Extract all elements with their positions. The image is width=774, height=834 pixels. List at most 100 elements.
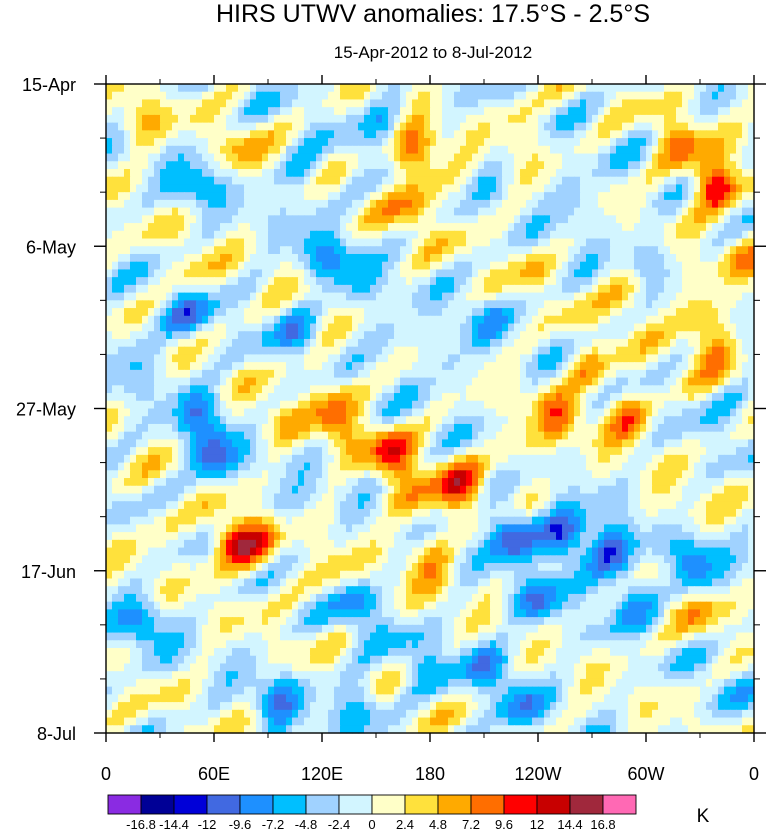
- heatmap-cell: [130, 354, 137, 363]
- heatmap-cell: [502, 253, 509, 263]
- heatmap-cell: [280, 308, 287, 317]
- heatmap-cell: [190, 161, 197, 170]
- heatmap-cell: [526, 246, 533, 255]
- heatmap-cell: [280, 145, 287, 155]
- heatmap-cell: [166, 354, 173, 363]
- heatmap-cell: [628, 230, 635, 240]
- heatmap-cell: [280, 385, 287, 394]
- heatmap-cell: [124, 369, 131, 379]
- heatmap-cell: [466, 130, 473, 139]
- heatmap-cell: [712, 91, 719, 101]
- heatmap-cell: [574, 261, 581, 271]
- heatmap-cell: [352, 215, 359, 224]
- heatmap-cell: [382, 308, 389, 317]
- heatmap-cell: [190, 400, 197, 410]
- heatmap-cell: [580, 161, 587, 170]
- heatmap-cell: [424, 277, 431, 286]
- heatmap-cell: [490, 346, 497, 356]
- heatmap-cell: [328, 184, 335, 193]
- heatmap-cell: [220, 153, 227, 162]
- heatmap-cell: [586, 199, 593, 209]
- heatmap-cell: [610, 331, 617, 340]
- heatmap-cell: [298, 300, 305, 309]
- heatmap-cell: [298, 362, 305, 371]
- heatmap-cell: [268, 277, 275, 286]
- heatmap-cell: [490, 184, 497, 193]
- heatmap-cell: [244, 331, 251, 340]
- heatmap-cell: [214, 323, 221, 332]
- heatmap-cell: [520, 377, 527, 386]
- heatmap-cell: [454, 253, 461, 263]
- heatmap-cell: [502, 215, 509, 224]
- heatmap-cell: [124, 192, 131, 201]
- heatmap-cell: [616, 246, 623, 255]
- heatmap-cell: [382, 114, 389, 124]
- heatmap-cell: [382, 91, 389, 101]
- heatmap-cell: [394, 362, 401, 371]
- heatmap-cell: [538, 122, 545, 131]
- heatmap-cell: [388, 269, 395, 278]
- heatmap-cell: [382, 423, 389, 433]
- heatmap-cell: [568, 246, 575, 255]
- heatmap-cell: [214, 416, 221, 425]
- heatmap-cell: [340, 91, 347, 101]
- heatmap-cell: [688, 238, 695, 247]
- heatmap-cell: [250, 315, 257, 325]
- heatmap-cell: [388, 153, 395, 162]
- heatmap-cell: [340, 416, 347, 425]
- heatmap-cell: [106, 192, 113, 201]
- heatmap-cell: [682, 354, 689, 363]
- heatmap-cell: [436, 99, 443, 108]
- heatmap-cell: [286, 331, 293, 340]
- heatmap-cell: [604, 238, 611, 247]
- heatmap-cell: [646, 91, 653, 101]
- heatmap-cell: [226, 168, 233, 178]
- heatmap-cell: [178, 323, 185, 332]
- heatmap-cell: [664, 292, 671, 301]
- heatmap-cell: [154, 107, 161, 116]
- heatmap-cell: [142, 300, 149, 309]
- heatmap-cell: [304, 238, 311, 247]
- heatmap-cell: [604, 192, 611, 201]
- heatmap-cell: [130, 246, 137, 255]
- heatmap-cell: [406, 238, 413, 247]
- heatmap-cell: [700, 138, 707, 147]
- heatmap-cell: [286, 99, 293, 108]
- heatmap-cell: [130, 431, 137, 441]
- heatmap-cell: [562, 431, 569, 441]
- heatmap-cell: [538, 91, 545, 101]
- heatmap-cell: [382, 253, 389, 263]
- heatmap-cell: [502, 323, 509, 332]
- heatmap-cell: [340, 207, 347, 216]
- heatmap-cell: [730, 300, 737, 309]
- heatmap-cell: [250, 385, 257, 394]
- heatmap-cell: [724, 99, 731, 108]
- heatmap-cell: [736, 207, 743, 216]
- heatmap-cell: [508, 246, 515, 255]
- heatmap-cell: [352, 346, 359, 356]
- heatmap-cell: [628, 207, 635, 216]
- heatmap-cell: [190, 385, 197, 394]
- heatmap-cell: [634, 223, 641, 232]
- heatmap-cell: [322, 323, 329, 332]
- heatmap-cell: [244, 400, 251, 410]
- heatmap-cell: [124, 385, 131, 394]
- heatmap-cell: [640, 362, 647, 371]
- heatmap-cell: [586, 99, 593, 108]
- heatmap-cell: [166, 346, 173, 356]
- heatmap-cell: [112, 184, 119, 193]
- heatmap-cell: [484, 199, 491, 209]
- heatmap-cell: [250, 99, 257, 108]
- heatmap-cell: [598, 416, 605, 425]
- heatmap-cell: [250, 246, 257, 255]
- heatmap-cell: [148, 99, 155, 108]
- heatmap-cell: [352, 192, 359, 201]
- heatmap-cell: [298, 261, 305, 271]
- heatmap-cell: [502, 377, 509, 386]
- heatmap-cell: [652, 122, 659, 131]
- heatmap-cell: [742, 215, 749, 224]
- heatmap-cell: [226, 130, 233, 139]
- heatmap-cell: [190, 184, 197, 193]
- heatmap-cell: [226, 230, 233, 240]
- heatmap-cell: [406, 176, 413, 186]
